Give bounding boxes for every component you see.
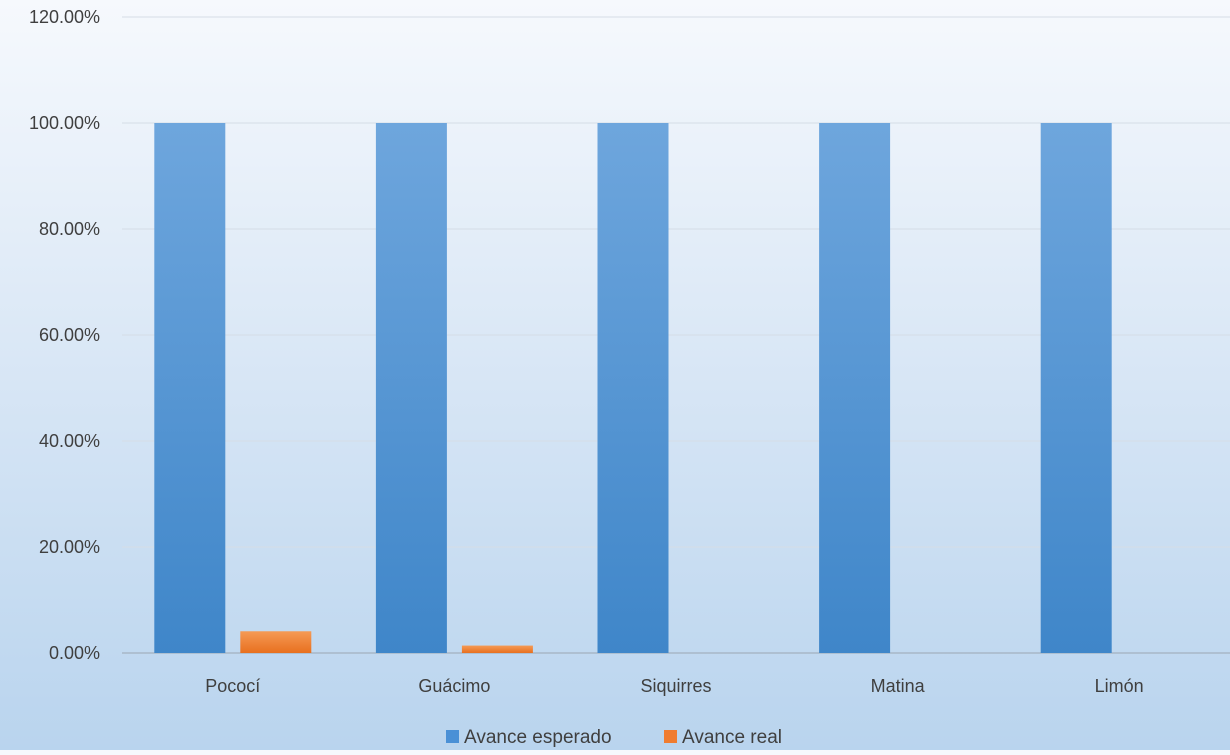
legend-swatch-1 xyxy=(664,730,677,743)
legend-swatch-0 xyxy=(446,730,459,743)
y-axis-ticks: 0.00% 20.00% 40.00% 60.00% 80.00% 100.00% 120.… xyxy=(29,7,100,663)
y-tick-label: 100.00% xyxy=(29,113,100,133)
x-category-label: Guácimo xyxy=(418,676,490,696)
bar-avance-esperado-1 xyxy=(375,123,447,653)
y-tick-label: 20.00% xyxy=(39,537,100,557)
gridlines xyxy=(122,16,1230,654)
x-axis-categories: Pococí Guácimo Siquirres Matina Limón xyxy=(205,676,1143,696)
bar-avance-real-1 xyxy=(461,645,533,653)
bar-avance-esperado-2 xyxy=(597,123,669,653)
bar-avance-esperado-3 xyxy=(819,123,891,653)
bars xyxy=(154,123,1112,653)
y-tick-label: 40.00% xyxy=(39,431,100,451)
y-tick-label: 80.00% xyxy=(39,219,100,239)
legend: Avance esperado Avance real xyxy=(446,727,782,748)
bar-avance-esperado-0 xyxy=(154,123,226,653)
legend-label-0: Avance esperado xyxy=(464,727,612,748)
bar-avance-real-0 xyxy=(240,631,312,653)
y-tick-label: 60.00% xyxy=(39,325,100,345)
x-category-label: Matina xyxy=(871,676,926,696)
bar-avance-esperado-4 xyxy=(1040,123,1112,653)
y-tick-label: 0.00% xyxy=(49,643,100,663)
y-tick-label: 120.00% xyxy=(29,7,100,27)
x-category-label: Pococí xyxy=(205,676,260,696)
x-category-label: Siquirres xyxy=(640,676,711,696)
x-category-label: Limón xyxy=(1095,676,1144,696)
legend-label-1: Avance real xyxy=(682,727,782,748)
